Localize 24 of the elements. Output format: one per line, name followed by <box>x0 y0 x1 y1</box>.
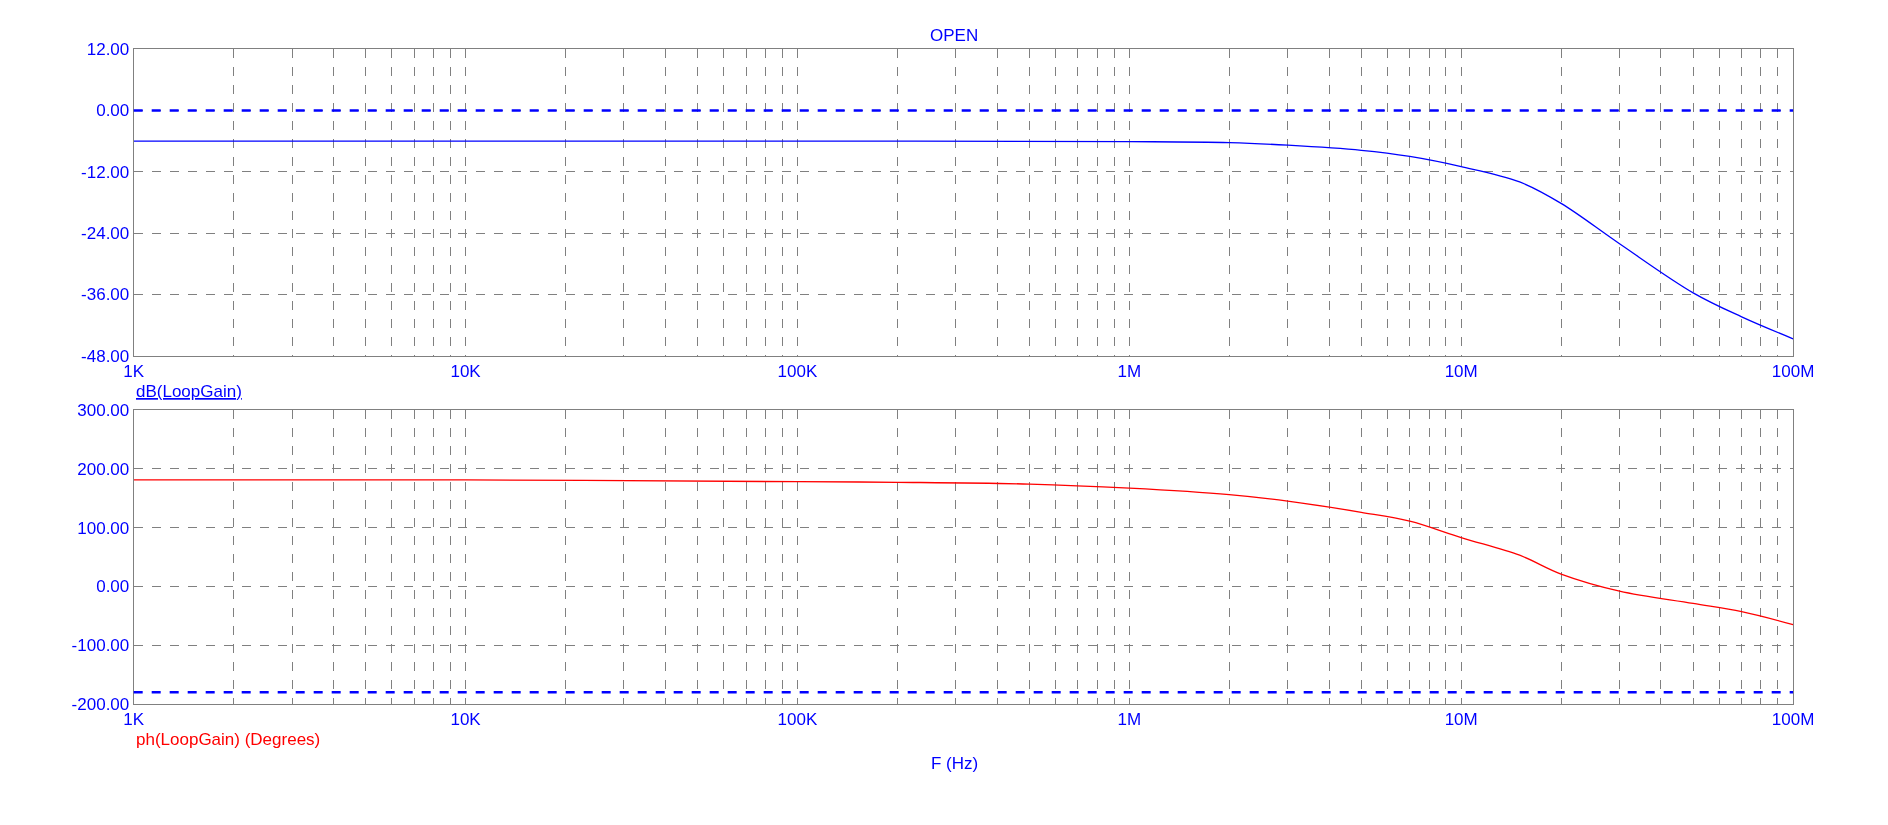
x-tick-label: 10K <box>450 362 482 382</box>
y-tick-label: 12.00 <box>86 40 130 60</box>
y-tick-label: -100.00 <box>71 636 130 656</box>
y-tick-label: 200.00 <box>77 459 130 479</box>
y-tick-label: -12.00 <box>81 162 130 182</box>
x-tick-label: 100K <box>777 362 818 382</box>
y-tick-label: 300.00 <box>77 400 130 420</box>
y-tick-label: 100.00 <box>77 518 130 538</box>
x-tick-label: 1M <box>1117 710 1142 730</box>
chart-title: OPEN <box>930 26 979 45</box>
text: ph(LoopGain) (Degrees) <box>136 730 321 749</box>
x-axis-title: F (Hz) <box>931 754 979 773</box>
x-tick-label: 10M <box>1444 710 1478 730</box>
x-tick-label: 1M <box>1117 362 1142 382</box>
x-tick-label: 100M <box>1771 710 1815 730</box>
y-tick-label: -36.00 <box>81 285 130 305</box>
x-tick-label: 10K <box>450 710 482 730</box>
y-tick-label: 0.00 <box>96 101 130 121</box>
x-tick-label: 100M <box>1771 362 1815 382</box>
x-tick-label: 10M <box>1444 362 1478 382</box>
y-tick-label: 0.00 <box>96 577 130 597</box>
y-tick-label: -24.00 <box>81 223 130 243</box>
x-tick-label: 100K <box>777 710 818 730</box>
text: dB(LoopGain) <box>136 382 242 401</box>
